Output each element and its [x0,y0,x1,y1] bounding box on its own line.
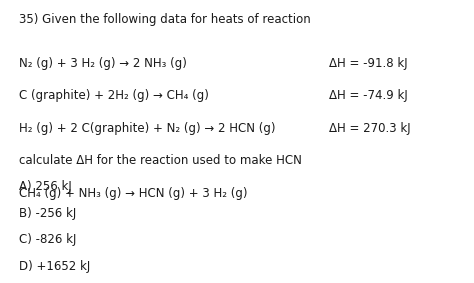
Text: ΔH = -74.9 kJ: ΔH = -74.9 kJ [329,89,408,102]
Text: ΔH = -91.8 kJ: ΔH = -91.8 kJ [329,57,408,70]
Text: C (graphite) + 2H₂ (g) → CH₄ (g): C (graphite) + 2H₂ (g) → CH₄ (g) [19,89,209,102]
Text: H₂ (g) + 2 C(graphite) + N₂ (g) → 2 HCN (g): H₂ (g) + 2 C(graphite) + N₂ (g) → 2 HCN … [19,122,275,135]
Text: B) -256 kJ: B) -256 kJ [19,207,76,220]
Text: C) -826 kJ: C) -826 kJ [19,233,76,246]
Text: ΔH = 270.3 kJ: ΔH = 270.3 kJ [329,122,411,135]
Text: 35) Given the following data for heats of reaction: 35) Given the following data for heats o… [19,13,311,26]
Text: A) 256 kJ: A) 256 kJ [19,180,72,193]
Text: N₂ (g) + 3 H₂ (g) → 2 NH₃ (g): N₂ (g) + 3 H₂ (g) → 2 NH₃ (g) [19,57,187,70]
Text: D) +1652 kJ: D) +1652 kJ [19,260,90,273]
Text: calculate ΔH for the reaction used to make HCN: calculate ΔH for the reaction used to ma… [19,154,302,167]
Text: CH₄ (g) + NH₃ (g) → HCN (g) + 3 H₂ (g): CH₄ (g) + NH₃ (g) → HCN (g) + 3 H₂ (g) [19,187,247,200]
